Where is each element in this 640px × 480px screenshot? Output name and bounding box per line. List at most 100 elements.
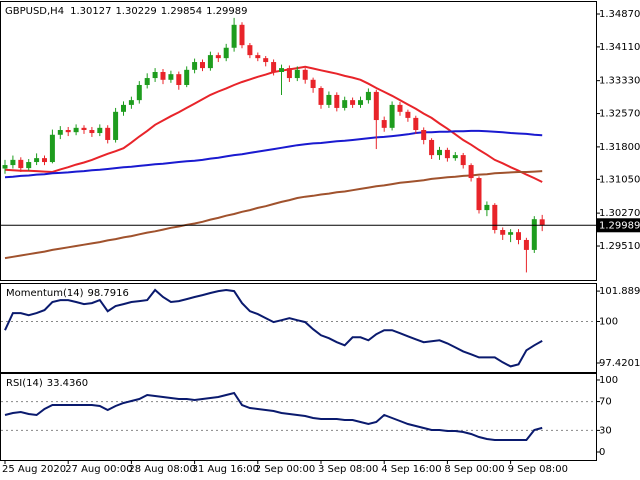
candle-body bbox=[468, 165, 474, 179]
moving-average bbox=[4, 129, 543, 179]
candle-body bbox=[128, 100, 134, 105]
x-tick-label: 2 Sep 00:00 bbox=[255, 464, 315, 475]
candle-body bbox=[160, 71, 166, 80]
candle-body bbox=[279, 68, 284, 72]
y-tick-label: 97.4201 bbox=[599, 358, 640, 369]
candle-body bbox=[271, 62, 277, 72]
candle-body bbox=[65, 130, 71, 133]
candle-body bbox=[136, 84, 142, 101]
y-tick-label: 1.29510 bbox=[599, 241, 640, 252]
x-tick-label: 4 Sep 16:00 bbox=[381, 464, 441, 475]
candle-body bbox=[500, 230, 506, 235]
indicator-line bbox=[4, 391, 543, 441]
candle-body bbox=[523, 239, 529, 250]
momentum-last: 98.7916 bbox=[88, 288, 129, 299]
candle-body bbox=[34, 158, 40, 163]
rsi-title: RSI(14) bbox=[6, 378, 43, 389]
candle-body bbox=[192, 62, 198, 70]
y-tick-label: 70 bbox=[599, 397, 612, 408]
main-header: GBPUSD,H4 1.30127 1.30229 1.29854 1.29989 bbox=[5, 6, 248, 17]
candle-body bbox=[389, 104, 395, 128]
x-tick-label: 28 Aug 08:00 bbox=[128, 464, 195, 475]
candle-body bbox=[294, 69, 300, 79]
candle-body bbox=[239, 24, 245, 46]
y-tick-label: 0 bbox=[599, 447, 605, 458]
candle-body bbox=[373, 91, 379, 121]
candle-body bbox=[334, 94, 340, 108]
x-tick-label: 31 Aug 16:00 bbox=[192, 464, 259, 475]
candle-body bbox=[215, 55, 221, 59]
y-tick-label: 1.34870 bbox=[599, 9, 640, 20]
candle-body bbox=[152, 71, 158, 79]
candle-body bbox=[18, 159, 24, 169]
candle-body bbox=[310, 79, 316, 89]
candle-body bbox=[326, 94, 332, 105]
rsi-last: 33.4360 bbox=[47, 378, 88, 389]
candle-body bbox=[508, 232, 514, 235]
y-tick-label: 1.32570 bbox=[599, 109, 640, 120]
rsi-panel bbox=[0, 373, 597, 461]
candle-body bbox=[413, 117, 419, 131]
candle-body bbox=[168, 74, 174, 80]
candle-body bbox=[476, 178, 482, 211]
candle-body bbox=[531, 219, 537, 250]
momentum-panel bbox=[0, 283, 597, 373]
symbol: GBPUSD,H4 bbox=[5, 6, 64, 17]
momentum-header: Momentum(14) 98.7916 bbox=[6, 288, 129, 299]
candle-body bbox=[231, 24, 237, 48]
y-tick-label: 1.33330 bbox=[599, 76, 640, 87]
candle-body bbox=[302, 69, 308, 80]
y-tick-label: 101.889 bbox=[599, 286, 640, 297]
candle-body bbox=[2, 165, 8, 169]
candle-body bbox=[247, 45, 253, 56]
candle-body bbox=[223, 47, 229, 59]
candle-body bbox=[421, 130, 427, 140]
x-tick-label: 25 Aug 2020 bbox=[2, 464, 66, 475]
y-tick-label: 1.30270 bbox=[599, 208, 640, 219]
candle-body bbox=[437, 149, 442, 156]
candle-body bbox=[89, 130, 95, 134]
y-tick-label: 1.31800 bbox=[599, 142, 640, 153]
candle-body bbox=[184, 69, 190, 85]
candle-body bbox=[26, 162, 32, 169]
candle-body bbox=[429, 139, 435, 156]
candle-body bbox=[49, 134, 55, 163]
y-tick-label: 100 bbox=[599, 375, 618, 386]
y-tick-label: 100 bbox=[599, 316, 618, 327]
candle-body bbox=[200, 62, 205, 69]
moving-average bbox=[4, 170, 543, 260]
close: 1.29989 bbox=[206, 6, 247, 17]
candle-body bbox=[516, 232, 521, 240]
candle-body bbox=[358, 100, 363, 105]
candle-body bbox=[452, 155, 458, 159]
x-tick-label: 3 Sep 08:00 bbox=[318, 464, 378, 475]
high: 1.30229 bbox=[115, 6, 156, 17]
candle-body bbox=[176, 74, 182, 85]
candle-body bbox=[255, 55, 261, 59]
candle-body bbox=[97, 127, 103, 134]
candle-body bbox=[381, 120, 387, 128]
y-tick-label: 30 bbox=[599, 425, 612, 436]
candle-body bbox=[444, 149, 450, 159]
candle-body bbox=[263, 58, 269, 63]
candle-body bbox=[105, 127, 111, 140]
candle-body bbox=[57, 130, 63, 135]
x-tick-label: 9 Sep 08:00 bbox=[508, 464, 568, 475]
y-tick-label: 1.34110 bbox=[599, 42, 640, 53]
candle-body bbox=[350, 100, 356, 105]
candle-body bbox=[113, 111, 119, 140]
open: 1.30127 bbox=[70, 6, 111, 17]
candle-body bbox=[81, 127, 87, 131]
candle-body bbox=[397, 104, 403, 112]
main-panel bbox=[0, 1, 597, 281]
candle-body bbox=[286, 68, 292, 79]
candle-body bbox=[365, 91, 371, 101]
rsi-header: RSI(14) 33.4360 bbox=[6, 378, 88, 389]
momentum-title: Momentum(14) bbox=[6, 288, 84, 299]
candle-body bbox=[207, 55, 213, 69]
candle-body bbox=[10, 159, 16, 166]
low: 1.29854 bbox=[161, 6, 202, 17]
y-tick-label: 1.31050 bbox=[599, 174, 640, 185]
